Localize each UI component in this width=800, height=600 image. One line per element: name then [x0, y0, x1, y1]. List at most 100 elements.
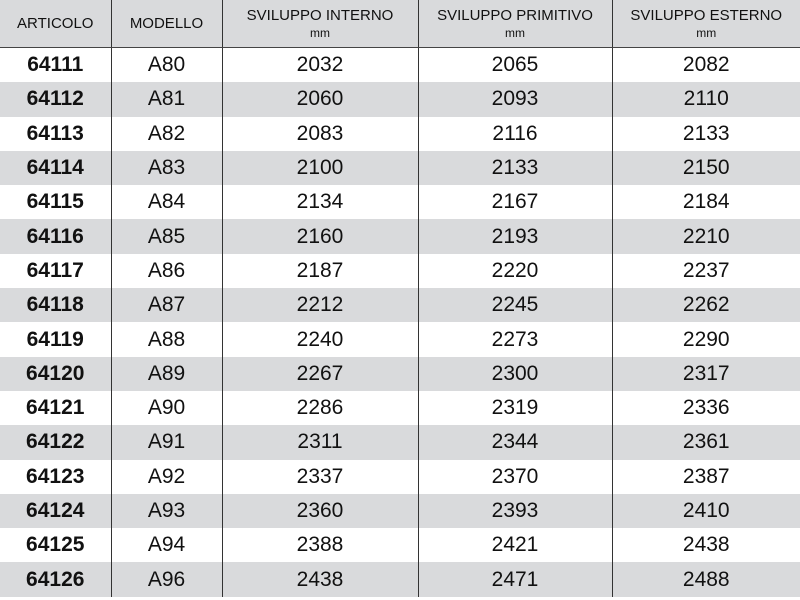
cell-sviluppo-esterno: 2387 — [611, 459, 800, 494]
cell-sviluppo-esterno: 2150 — [611, 150, 800, 186]
cell-articolo: 64111 — [27, 53, 84, 77]
cell-modello: A94 — [110, 528, 222, 563]
cell-articolo: 64125 — [26, 533, 85, 557]
table-row: 64118 A87 2212 2245 2262 — [0, 288, 800, 323]
header-row: ARTICOLO MODELLO SVILUPPO INTERNO mm SVILUPP… — [0, 0, 800, 48]
cell-sviluppo-esterno: 2336 — [611, 390, 800, 426]
cell-modello: A93 — [110, 493, 222, 529]
cell-sviluppo-interno: 2311 — [221, 425, 418, 460]
cell-sviluppo-primitivo: 2133 — [417, 150, 612, 186]
cell-sviluppo-interno: 2032 — [221, 47, 418, 83]
column-header-label: ARTICOLO — [17, 14, 94, 32]
cell-sviluppo-esterno: 2290 — [611, 322, 800, 357]
column-header-sviluppo-esterno: SVILUPPO ESTERNO mm — [611, 0, 800, 48]
cell-sviluppo-primitivo: 2319 — [417, 390, 612, 426]
column-unit: mm — [696, 25, 717, 40]
cell-sviluppo-interno: 2187 — [221, 253, 418, 289]
cell-sviluppo-primitivo: 2471 — [417, 562, 612, 597]
table-row: 64115 A84 2134 2167 2184 — [0, 185, 800, 220]
cell-modello: A89 — [110, 356, 222, 391]
cell-articolo: 64122 — [0, 425, 111, 460]
cell-sviluppo-esterno: 2210 — [611, 219, 800, 254]
table-row: 64125 A94 2388 2421 2438 — [0, 528, 800, 563]
table-row: 64123 A92 2337 2370 2387 — [0, 459, 800, 494]
cell-articolo: 64119 — [26, 327, 84, 351]
column-header-sviluppo-interno: SVILUPPO INTERNO mm — [221, 0, 418, 48]
cell-sviluppo-esterno: 2438 — [611, 528, 800, 563]
cell-modello: A87 — [110, 288, 222, 323]
cell-sviluppo-interno: 2360 — [221, 493, 418, 529]
cell-modello: A90 — [110, 390, 222, 426]
cell-sviluppo-esterno: 2082 — [611, 47, 800, 83]
cell-modello: A83 — [110, 150, 222, 186]
cell-sviluppo-interno: 2134 — [221, 185, 418, 220]
cell-articolo: 64116 — [0, 219, 111, 254]
cell-modello: A81 — [110, 82, 222, 117]
cell-articolo: 64123 — [26, 464, 85, 488]
cell-sviluppo-primitivo: 2193 — [417, 219, 612, 254]
cell-sviluppo-interno: 2388 — [221, 528, 418, 563]
cell-articolo: 64118 — [0, 288, 111, 323]
column-unit: mm — [310, 25, 330, 40]
cell-modello: A85 — [110, 219, 222, 254]
cell-sviluppo-interno: 2438 — [221, 562, 418, 597]
table-row: 64117 A86 2187 2220 2237 — [0, 253, 800, 289]
cell-sviluppo-esterno: 2110 — [611, 82, 800, 117]
column-header-label: SVILUPPO INTERNO — [246, 6, 394, 24]
cell-sviluppo-primitivo: 2300 — [417, 356, 612, 391]
cell-sviluppo-interno: 2337 — [221, 459, 418, 494]
cell-sviluppo-esterno: 2361 — [611, 425, 800, 460]
cell-sviluppo-primitivo: 2220 — [417, 253, 612, 289]
cell-articolo: 64113 — [26, 121, 84, 145]
cell-sviluppo-primitivo: 2167 — [417, 185, 612, 220]
column-header-sviluppo-primitivo: SVILUPPO PRIMITIVO mm — [417, 0, 612, 48]
cell-sviluppo-esterno: 2488 — [611, 562, 800, 597]
column-header-label: SVILUPPO PRIMITIVO — [437, 6, 593, 24]
table-row: 64114 A83 2100 2133 2150 — [0, 150, 800, 186]
cell-sviluppo-interno: 2160 — [221, 219, 418, 254]
cell-sviluppo-interno: 2286 — [221, 390, 418, 426]
cell-sviluppo-primitivo: 2065 — [417, 47, 612, 83]
cell-sviluppo-interno: 2212 — [221, 288, 418, 323]
table-row: 64112 A81 2060 2093 2110 — [0, 82, 800, 117]
cell-sviluppo-esterno: 2317 — [611, 356, 800, 391]
table-row: 64113 A82 2083 2116 2133 — [0, 116, 800, 151]
cell-modello: A82 — [110, 116, 222, 151]
cell-sviluppo-interno: 2100 — [221, 150, 418, 186]
cell-articolo: 64117 — [26, 258, 84, 282]
table-row: 64120 A89 2267 2300 2317 — [0, 356, 800, 391]
table-row: 64122 A91 2311 2344 2361 — [0, 425, 800, 460]
cell-modello: A84 — [110, 185, 222, 220]
cell-sviluppo-esterno: 2133 — [611, 116, 800, 151]
cell-sviluppo-primitivo: 2421 — [417, 528, 612, 563]
cell-modello: A91 — [110, 425, 222, 460]
table-row: 64111 A80 2032 2065 2082 — [0, 47, 800, 83]
cell-sviluppo-primitivo: 2344 — [417, 425, 612, 460]
cell-sviluppo-esterno: 2184 — [611, 185, 800, 220]
cell-sviluppo-primitivo: 2393 — [417, 493, 612, 529]
cell-modello: A92 — [110, 459, 222, 494]
cell-sviluppo-primitivo: 2245 — [417, 288, 612, 323]
column-header-label: MODELLO — [129, 14, 204, 32]
cell-articolo: 64121 — [26, 396, 85, 420]
cell-articolo: 64124 — [0, 493, 111, 529]
cell-sviluppo-esterno: 2262 — [611, 288, 800, 323]
table-row: 64126 A96 2438 2471 2488 — [0, 562, 800, 597]
cell-sviluppo-primitivo: 2273 — [417, 322, 612, 357]
cell-sviluppo-interno: 2083 — [221, 116, 418, 151]
cell-articolo: 64126 — [0, 562, 111, 597]
cell-sviluppo-esterno: 2410 — [611, 493, 800, 529]
cell-modello: A96 — [110, 562, 222, 597]
cell-articolo: 64112 — [0, 82, 111, 117]
cell-articolo: 64120 — [0, 356, 111, 391]
cell-sviluppo-primitivo: 2093 — [417, 82, 612, 117]
table-row: 64116 A85 2160 2193 2210 — [0, 219, 800, 254]
column-header-articolo: ARTICOLO — [0, 0, 111, 48]
cell-articolo: 64114 — [0, 150, 111, 186]
cell-sviluppo-esterno: 2237 — [611, 253, 800, 289]
table-row: 64121 A90 2286 2319 2336 — [0, 390, 800, 426]
cell-sviluppo-interno: 2240 — [221, 322, 418, 357]
cell-sviluppo-interno: 2060 — [221, 82, 418, 117]
column-unit: mm — [505, 25, 525, 40]
